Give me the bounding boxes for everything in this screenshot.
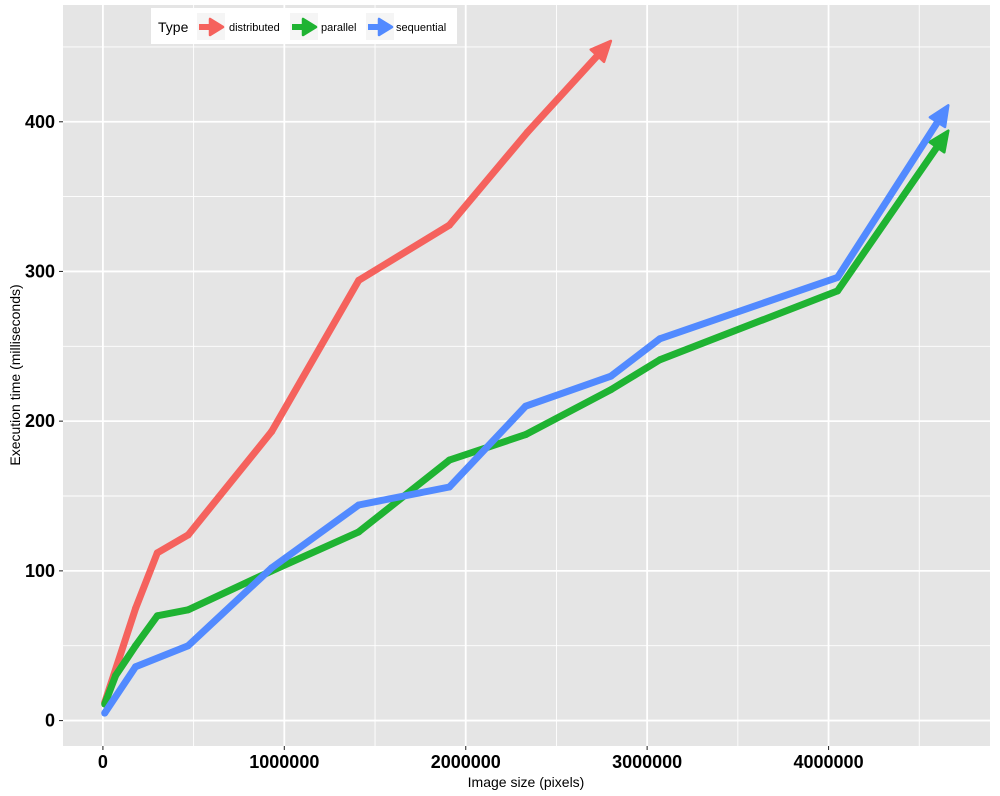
arrowhead-parallel (928, 129, 950, 154)
data-point-distributed (355, 276, 363, 284)
data-point-sequential (607, 372, 615, 380)
data-point-parallel (522, 431, 530, 439)
legend-label-sequential: sequential (396, 22, 446, 34)
series-layer (101, 39, 950, 717)
data-point-parallel (132, 642, 140, 650)
legend-arrow-icon (208, 17, 225, 37)
data-point-sequential (522, 402, 530, 410)
data-point-distributed (268, 428, 276, 436)
x-tick-label: 2000000 (431, 752, 501, 772)
data-point-sequential (184, 642, 192, 650)
legend: Type distributed parallel sequential (151, 8, 457, 44)
x-tick-label: 3000000 (612, 752, 682, 772)
legend-arrow-icon (301, 17, 318, 37)
data-point-distributed (153, 549, 161, 557)
data-point-distributed (132, 604, 140, 612)
y-tick-label: 100 (25, 561, 55, 581)
data-point-parallel (445, 456, 453, 464)
legend-item-sequential: sequential (366, 13, 446, 40)
series-sequential (101, 104, 950, 717)
data-point-sequential (445, 483, 453, 491)
y-tick-label: 300 (25, 261, 55, 281)
x-tick-label: 4000000 (794, 752, 864, 772)
y-tick-label: 0 (45, 711, 55, 731)
data-point-parallel (607, 386, 615, 394)
data-point-sequential (101, 709, 109, 717)
data-point-parallel (834, 287, 842, 295)
data-point-parallel (112, 672, 120, 680)
y-tick-label: 400 (25, 112, 55, 132)
data-point-distributed (184, 531, 192, 539)
data-point-parallel (656, 356, 664, 364)
data-point-parallel (184, 606, 192, 614)
data-point-sequential (268, 564, 276, 572)
legend-label-distributed: distributed (229, 22, 280, 34)
arrowhead-distributed (589, 39, 613, 64)
data-point-distributed (445, 221, 453, 229)
data-point-sequential (132, 663, 140, 671)
data-point-parallel (355, 528, 363, 536)
y-tick-label: 200 (25, 411, 55, 431)
data-point-sequential (834, 273, 842, 281)
data-point-sequential (656, 335, 664, 343)
x-axis-title: Image size (pixels) (468, 774, 585, 790)
legend-arrow-icon (377, 17, 394, 37)
x-tick-label: 1000000 (249, 752, 319, 772)
legend-item-distributed: distributed (197, 13, 280, 40)
data-point-distributed (523, 128, 531, 136)
y-axis-title: Execution time (milliseconds) (7, 284, 23, 465)
data-point-sequential (355, 501, 363, 509)
arrowhead-sequential (928, 104, 950, 129)
data-point-parallel (153, 612, 161, 620)
legend-title: Type (158, 19, 189, 35)
legend-label-parallel: parallel (321, 22, 356, 34)
x-tick-label: 0 (98, 752, 108, 772)
series-parallel (101, 129, 950, 708)
axes: 0 1000000 2000000 3000000 4000000 0 100 200 300 4… (25, 112, 864, 772)
legend-item-parallel: parallel (290, 13, 356, 40)
